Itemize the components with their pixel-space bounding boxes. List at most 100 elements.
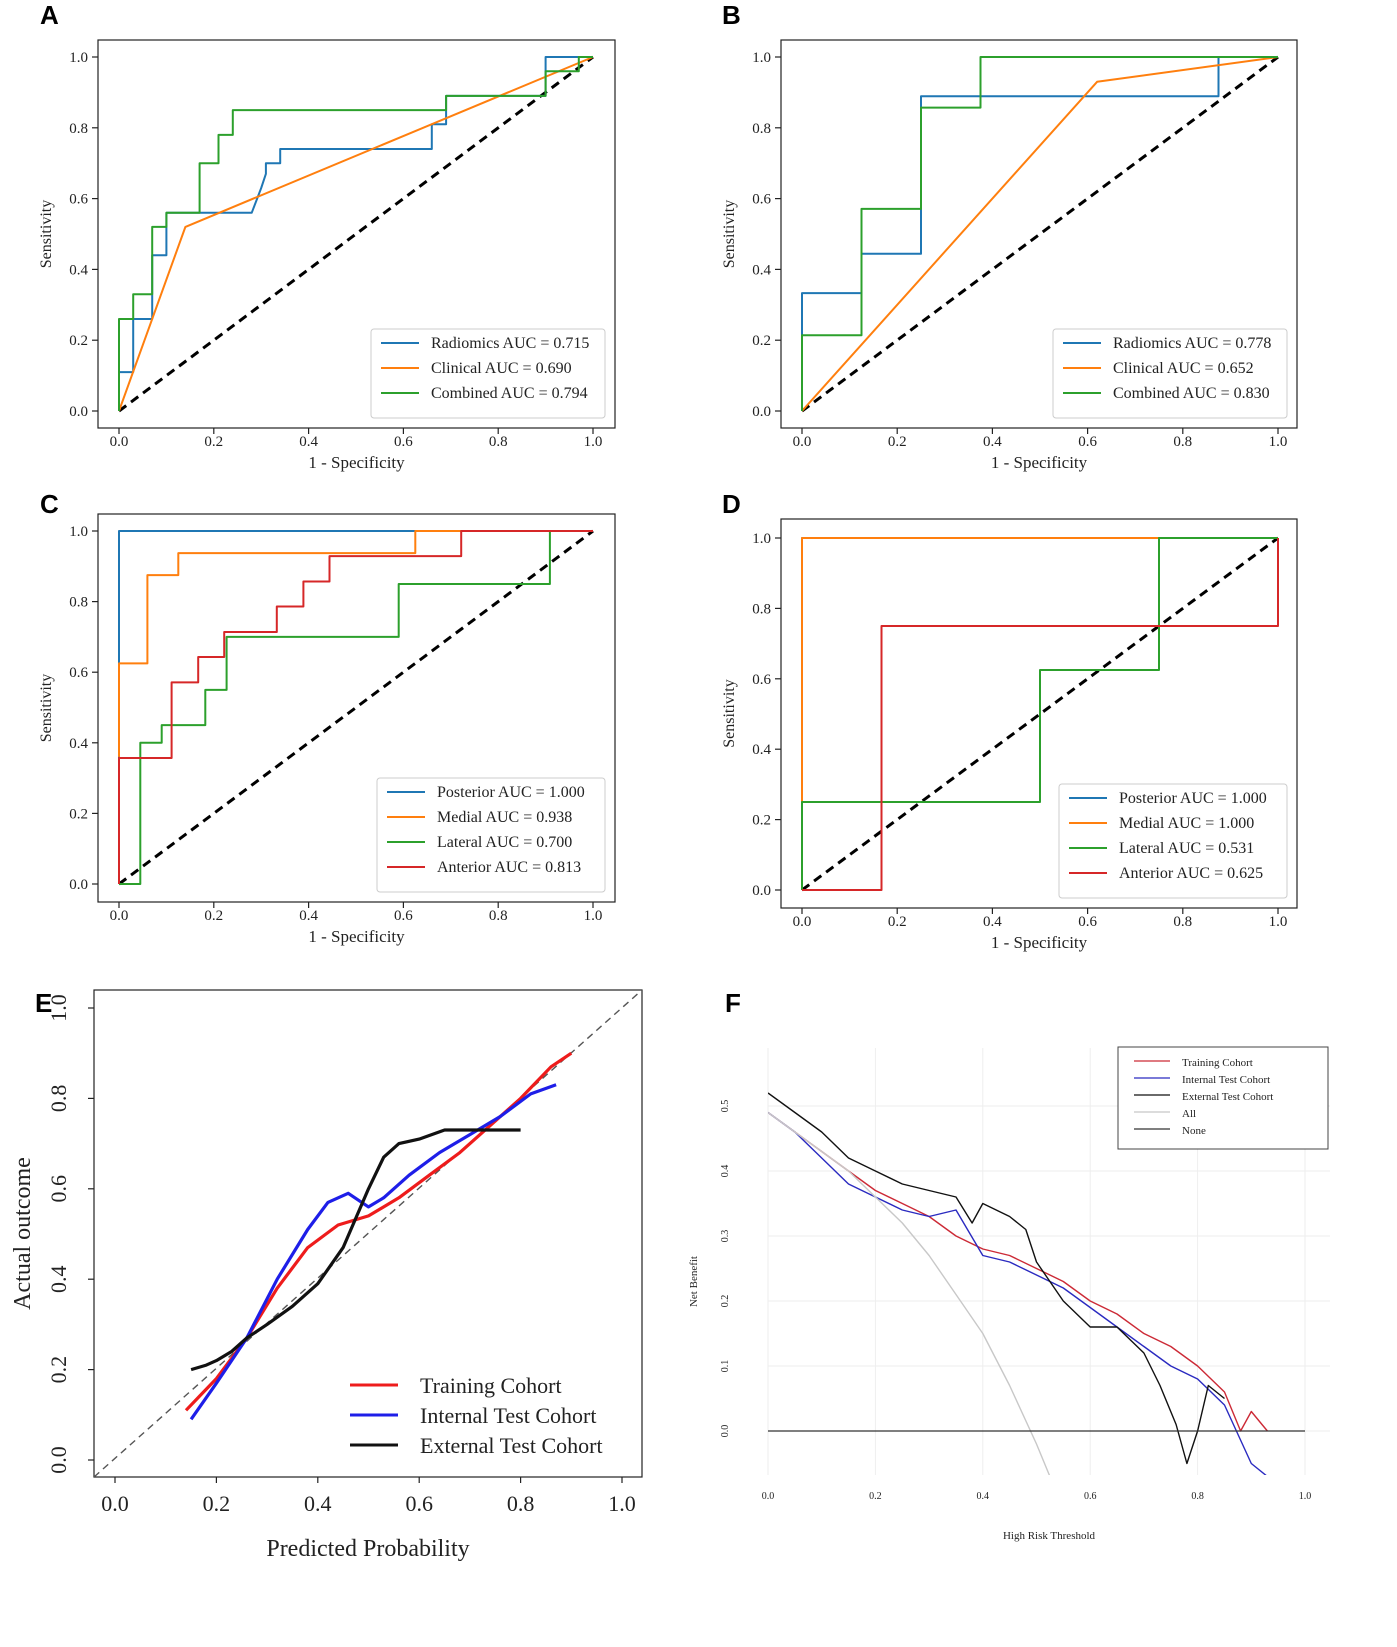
series-line-3 — [118, 530, 593, 884]
x-tick-label: 0.6 — [1078, 434, 1097, 450]
legend-label: Anterior AUC = 0.625 — [1119, 865, 1263, 882]
x-tick-label: 0.8 — [1173, 434, 1192, 450]
legend-label: Anterior AUC = 0.813 — [437, 859, 581, 876]
y-tick-label: 0.0 — [720, 1425, 731, 1438]
y-tick-label: 0.8 — [69, 121, 88, 137]
panel-d: D 0.0 0.2 0.4 0.6 0.8 1.0 0.0 0.2 0.4 0.6 0.8 1.0 1 … — [721, 489, 1298, 952]
y-tick-label: 0.6 — [752, 672, 771, 688]
plot-area — [801, 55, 1279, 413]
x-tick-label: 0.6 — [1084, 1491, 1097, 1502]
y-tick-label: 0.6 — [46, 1175, 71, 1203]
x-tick-label: 0.2 — [204, 908, 223, 924]
y-tick-label: 0.4 — [720, 1165, 731, 1178]
legend-box — [1117, 1046, 1329, 1150]
y-tick-label: 0.4 — [69, 262, 88, 278]
x-tick-label: 0.4 — [983, 434, 1002, 450]
y-tick-label: 0.0 — [69, 404, 88, 420]
plot-area — [801, 536, 1279, 892]
x-tick-label: 0.2 — [203, 1491, 231, 1516]
y-tick-label: 1.0 — [46, 994, 71, 1022]
legend-label: Medial AUC = 0.938 — [437, 809, 572, 826]
y-axis-label: Sensitivity — [721, 200, 738, 268]
x-tick-label: 0.6 — [405, 1491, 433, 1516]
x-tick-label: 0.4 — [299, 908, 318, 924]
legend-label: Training Cohort — [1182, 1057, 1253, 1069]
y-tick-label: 0.0 — [752, 883, 771, 899]
series-line-1 — [118, 56, 594, 412]
series-line-0 — [768, 1111, 1268, 1432]
y-tick-label: 0.8 — [46, 1085, 71, 1113]
panel-e-label: E — [35, 988, 52, 1018]
panel-a-label: A — [40, 0, 59, 30]
legend-label: Radiomics AUC = 0.778 — [1113, 335, 1271, 352]
x-tick-label: 0.8 — [489, 434, 508, 450]
legend-label: Training Cohort — [420, 1373, 562, 1398]
legend-label: Clinical AUC = 0.690 — [431, 360, 572, 377]
x-tick-label: 0.0 — [110, 908, 129, 924]
y-tick-label: 0.4 — [752, 742, 771, 758]
y-tick-label: 0.6 — [69, 192, 88, 208]
x-tick-label: 0.0 — [110, 434, 129, 450]
x-tick-label: 1.0 — [1269, 434, 1288, 450]
legend-label: Internal Test Cohort — [420, 1403, 596, 1428]
y-tick-label: 0.8 — [752, 121, 771, 137]
legend-label: Combined AUC = 0.794 — [431, 385, 588, 402]
series-line-1 — [189, 1083, 557, 1421]
y-tick-label: 0.8 — [69, 595, 88, 611]
x-axis-label: 1 - Specificity — [991, 453, 1088, 472]
y-axis-label: Sensitivity — [38, 674, 55, 742]
x-tick-label: 0.2 — [869, 1491, 882, 1502]
series-line-2 — [118, 56, 593, 411]
plot-area — [118, 529, 594, 886]
legend-label: None — [1182, 1125, 1206, 1137]
panel-b: B 0.0 0.2 0.4 0.6 0.8 1.0 0.0 0.2 0.4 0.6 0.8 1.0 1 … — [721, 0, 1298, 472]
panel-f: F 0.0 0.2 0.4 0.6 0.8 1.0 0.0 0.1 0.2 0.3 0.4 0.5 Hi… — [688, 988, 1330, 1542]
x-tick-label: 1.0 — [584, 908, 603, 924]
x-tick-label: 0.0 — [762, 1491, 775, 1502]
legend-label: Medial AUC = 1.000 — [1119, 815, 1254, 832]
y-tick-label: 0.5 — [720, 1100, 731, 1113]
y-axis-label: Actual outcome — [10, 1157, 36, 1310]
legend-box — [1058, 783, 1288, 899]
y-tick-label: 0.2 — [752, 813, 771, 829]
y-tick-label: 0.0 — [69, 877, 88, 893]
plot-frame — [93, 989, 643, 1478]
legend-label: Radiomics AUC = 0.715 — [431, 335, 589, 352]
legend-box — [376, 777, 606, 893]
panel-d-label: D — [722, 489, 741, 519]
y-tick-label: 0.2 — [720, 1295, 731, 1308]
x-tick-label: 0.6 — [394, 908, 413, 924]
y-tick-label: 1.0 — [752, 531, 771, 547]
series-line-0 — [801, 56, 1278, 411]
legend-label: Lateral AUC = 0.700 — [437, 834, 572, 851]
y-tick-label: 0.4 — [69, 736, 88, 752]
y-axis-label: Sensitivity — [721, 679, 738, 747]
y-tick-label: 0.2 — [46, 1356, 71, 1384]
panel-b-label: B — [722, 0, 741, 30]
plot-frame — [780, 518, 1298, 909]
y-tick-label: 0.1 — [720, 1360, 731, 1373]
y-tick-label: 0.3 — [720, 1230, 731, 1243]
y-axis-label: Net Benefit — [688, 1256, 700, 1307]
panel-a: A 0.0 0.2 0.4 0.6 0.8 1.0 0.0 0.2 0.4 0.6 0.8 1.0 1 … — [38, 0, 616, 472]
series-line-1 — [768, 1111, 1267, 1475]
series-line-1 — [118, 530, 593, 757]
x-tick-label: 0.4 — [299, 434, 318, 450]
y-tick-label: 0.6 — [752, 192, 771, 208]
series-line-2 — [768, 1092, 1225, 1465]
x-tick-label: 0.4 — [983, 914, 1002, 930]
x-tick-label: 1.0 — [608, 1491, 636, 1516]
x-tick-label: 0.6 — [1078, 914, 1097, 930]
series-line-1 — [801, 56, 1279, 412]
series-line-1 — [801, 537, 1278, 890]
x-tick-label: 0.4 — [304, 1491, 332, 1516]
series-line-2 — [801, 56, 1278, 411]
y-tick-label: 1.0 — [69, 524, 88, 540]
x-tick-label: 0.6 — [394, 434, 413, 450]
y-tick-label: 0.6 — [69, 665, 88, 681]
panel-e: E 0.0 0.2 0.4 0.6 0.8 1.0 0.0 0.2 0.4 0.6 0.8 1.0 Pr… — [10, 988, 643, 1562]
legend-label: External Test Cohort — [1182, 1091, 1273, 1103]
legend-label: Clinical AUC = 0.652 — [1113, 360, 1254, 377]
x-axis-label: 1 - Specificity — [991, 933, 1088, 952]
